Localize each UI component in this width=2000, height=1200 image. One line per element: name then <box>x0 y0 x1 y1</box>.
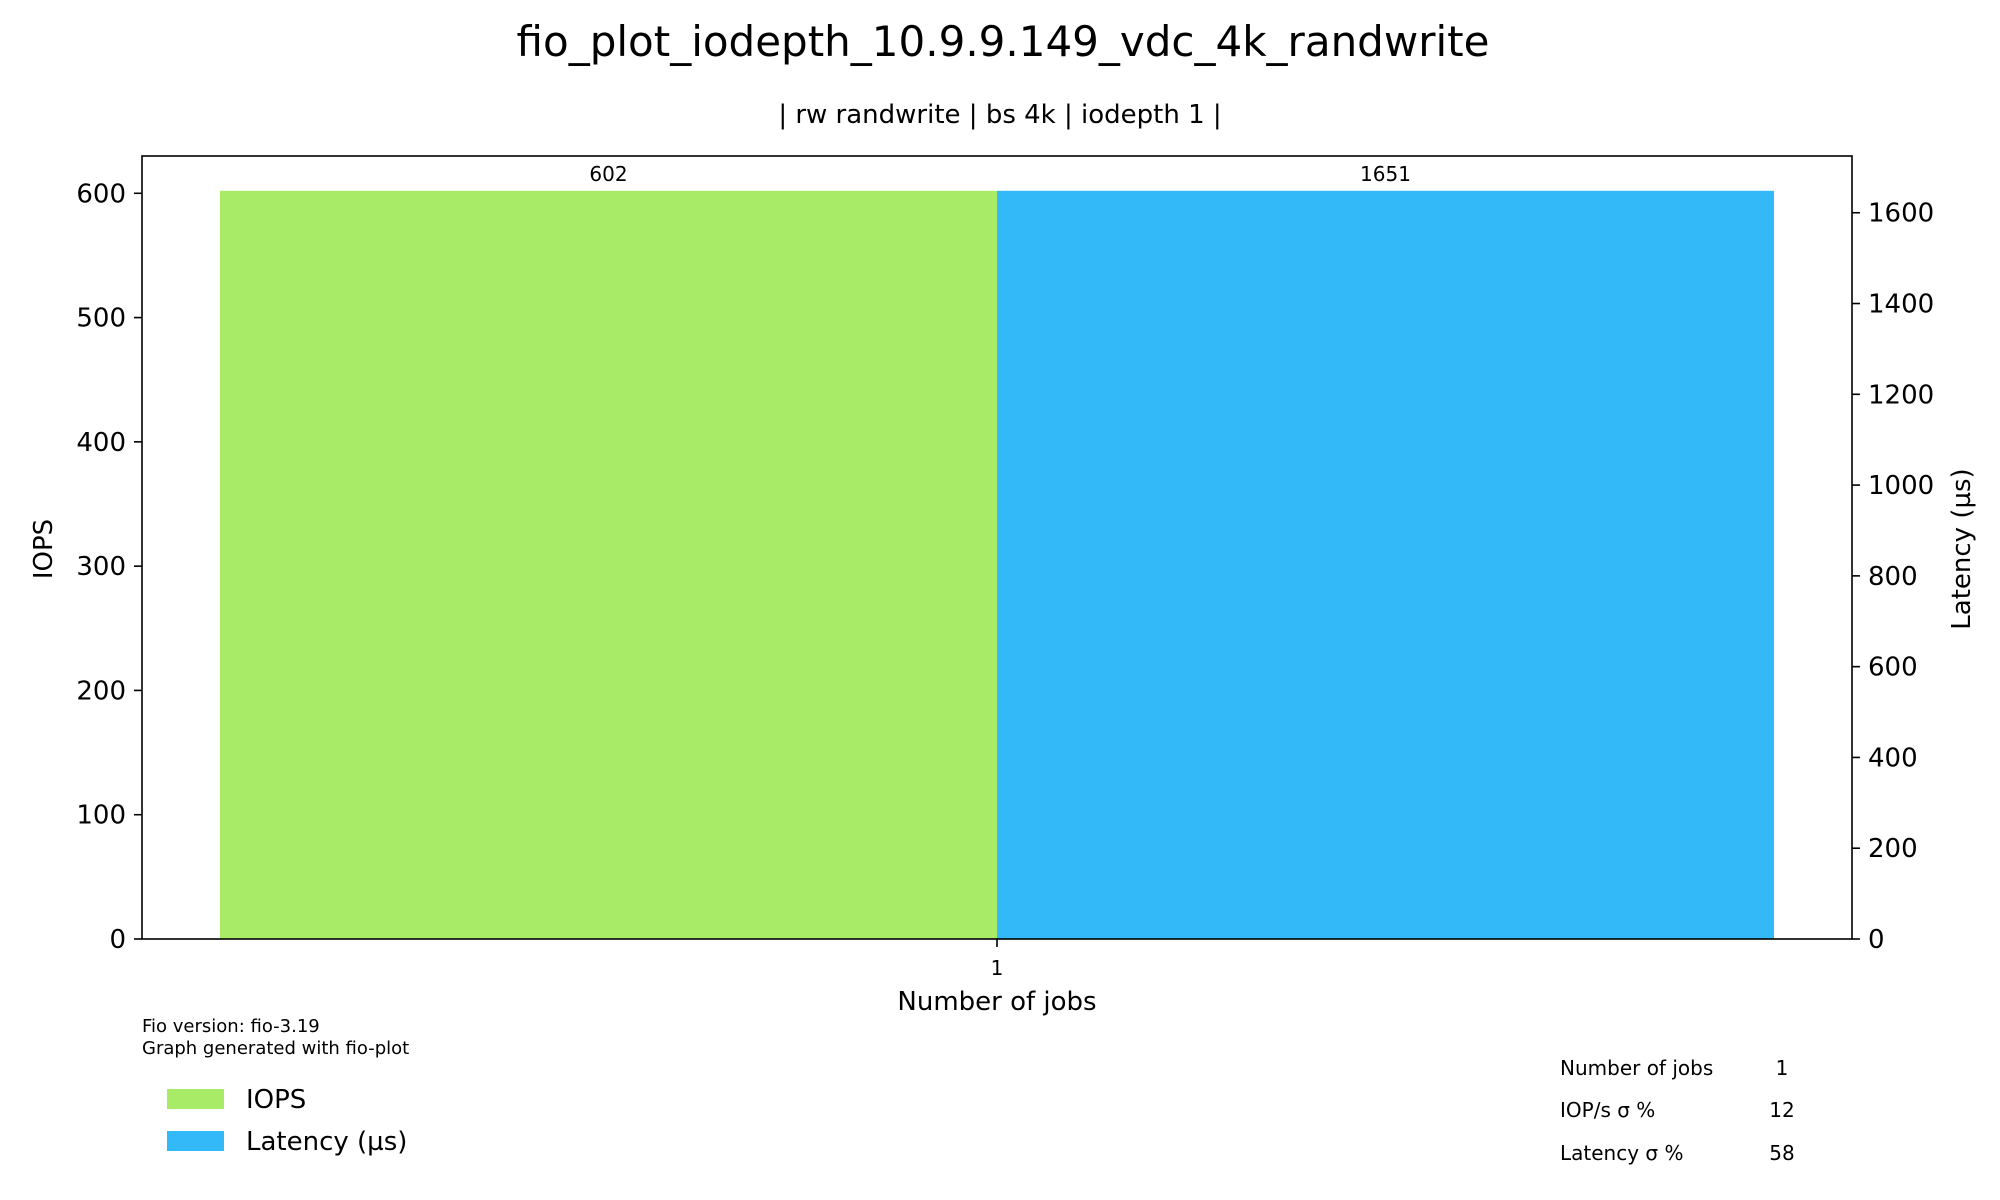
bar-group <box>220 190 1774 940</box>
stats-label-jobs: Number of jobs <box>1560 1056 1713 1080</box>
y-right-tick-label: 600 <box>1868 653 1918 683</box>
y-left-tick-label: 400 <box>76 428 126 458</box>
y-left-tick-label: 0 <box>109 925 126 955</box>
stats-table: Number of jobs 1 IOP/s σ % 12 Latency σ … <box>1560 1056 1795 1165</box>
y-left-tick-label: 300 <box>76 552 126 582</box>
stats-value-latency-sigma: 58 <box>1769 1141 1794 1165</box>
right-axis-ticks: 0 200 400 600 800 1000 1200 1400 1600 <box>1852 199 1934 955</box>
legend-label-latency: Latency (µs) <box>246 1127 407 1157</box>
y-right-tick-label: 1000 <box>1868 471 1934 501</box>
bar-latency <box>997 190 1774 940</box>
data-label-latency: 1651 <box>1360 162 1411 186</box>
y-left-tick-label: 500 <box>76 304 126 334</box>
y-right-tick-label: 400 <box>1868 743 1918 773</box>
x-axis-label: Number of jobs <box>897 987 1096 1017</box>
y-left-tick-label: 200 <box>76 676 126 706</box>
footnote-generator: Graph generated with fio-plot <box>142 1038 409 1059</box>
x-axis-ticks: 1 <box>991 939 1004 980</box>
chart-subtitle: | rw randwrite | bs 4k | iodepth 1 | <box>778 100 1221 130</box>
legend-swatch-iops <box>167 1089 224 1109</box>
stats-value-iops-sigma: 12 <box>1769 1098 1794 1122</box>
stats-label-iops-sigma: IOP/s σ % <box>1560 1098 1655 1122</box>
y-right-tick-label: 1200 <box>1868 380 1934 410</box>
y-left-tick-label: 600 <box>76 179 126 209</box>
stats-label-latency-sigma: Latency σ % <box>1560 1141 1683 1165</box>
left-axis-ticks: 0 100 200 300 400 500 600 <box>76 179 142 955</box>
footnote-fio-version: Fio version: fio-3.19 <box>142 1016 320 1037</box>
y-right-tick-label: 800 <box>1868 562 1918 592</box>
y-right-tick-label: 1600 <box>1868 199 1934 229</box>
y-left-axis-label: IOPS <box>29 519 59 579</box>
bar-iops <box>220 190 997 940</box>
y-right-tick-label: 1400 <box>1868 290 1934 320</box>
x-tick-label: 1 <box>991 956 1004 980</box>
y-left-tick-label: 100 <box>76 801 126 831</box>
stats-value-jobs: 1 <box>1776 1056 1789 1080</box>
legend-swatch-latency <box>167 1131 224 1151</box>
data-label-group: 602 1651 <box>589 162 1411 186</box>
data-label-iops: 602 <box>589 162 627 186</box>
legend: IOPS Latency (µs) <box>167 1085 407 1157</box>
y-right-axis-label: Latency (µs) <box>1947 468 1977 629</box>
legend-label-iops: IOPS <box>246 1085 306 1115</box>
chart-title: fio_plot_iodepth_10.9.9.149_vdc_4k_randw… <box>517 17 1490 66</box>
y-right-tick-label: 0 <box>1868 925 1885 955</box>
y-right-tick-label: 200 <box>1868 834 1918 864</box>
